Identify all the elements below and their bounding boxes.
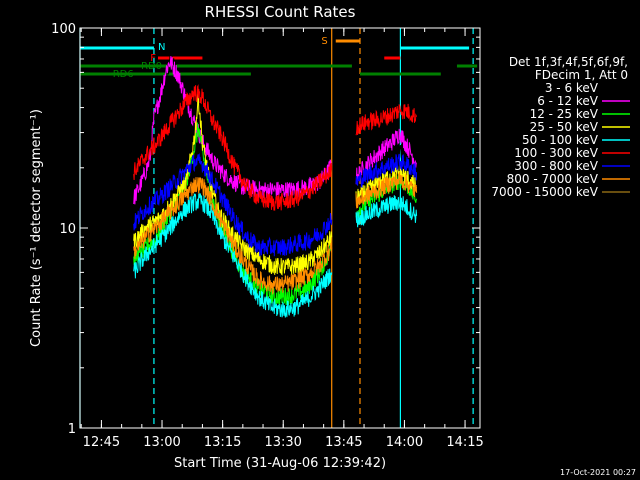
x-tick-label: 13:30 [264,435,301,450]
legend-header-line-1: Det 1f,3f,4f,5f,6f,9f, [509,55,628,69]
legend-entry-label-5: 50 - 100 keV [522,133,599,147]
y-tick-label: 10 [59,222,76,237]
x-tick-label: 13:00 [143,435,180,450]
series-line-8-segment-1 [133,176,333,295]
state-label-s: S [321,36,327,47]
legend-entry-label-4: 25 - 50 keV [530,120,599,134]
x-tick-label: 13:45 [325,435,362,450]
x-tick-label: 14:15 [446,435,483,450]
plot-frame [79,27,481,429]
axes: 12:45 13:00 13:15 13:30 13:45 14:00 14:15 1 10 10… [51,22,484,450]
series-line-6-segment-1 [133,84,333,211]
series-line-5-segment-1 [133,192,333,318]
series-line-2-segment-1 [133,55,333,205]
series-line-2-segment-2 [355,128,417,185]
x-tick-label: 13:15 [204,435,241,450]
state-label-rd6: RD6 [113,69,134,80]
y-axis-label: Count Rate (s⁻¹ detector segment⁻¹) [29,109,44,347]
legend-entry-label-7: 300 - 800 keV [514,159,598,173]
state-label-f: F [150,53,156,64]
x-tick-label: 12:45 [83,435,120,450]
series-line-5-segment-2 [355,195,418,228]
y-tick-label: 1 [68,422,76,437]
series-line-6-segment-2 [355,103,418,136]
chart-title: RHESSI Count Rates [205,3,356,21]
legend-header-line-2: FDecim 1, Att 0 [535,68,628,82]
legend-entry-label-8: 800 - 7000 keV [507,172,599,186]
series-line-8-segment-2 [355,171,418,209]
legend-entry-label-6: 100 - 300 keV [514,146,598,160]
series-line-7-segment-2 [355,153,418,189]
legend: Det 1f,3f,4f,5f,6f,9f,FDecim 1, Att 03 -… [491,55,630,199]
legend-entry-label-2: 6 - 12 keV [537,94,599,108]
x-axis-label: Start Time (31-Aug-06 12:39:42) [174,456,386,471]
state-label-n: N [158,42,165,53]
y-tick-label: 100 [51,22,76,37]
series-line-7-segment-1 [133,153,333,257]
state-label-rd0: RD0 [141,61,162,72]
legend-entry-label-3: 12 - 25 keV [530,107,599,121]
legend-entry-label-9: 7000 - 15000 keV [491,185,598,199]
plot-marks: NF S RD0 RD6 [79,28,478,428]
legend-entry-label-1: 3 - 6 keV [545,81,599,95]
x-tick-label: 14:00 [386,435,423,450]
timestamp: 17-Oct-2021 00:27 [560,468,636,477]
